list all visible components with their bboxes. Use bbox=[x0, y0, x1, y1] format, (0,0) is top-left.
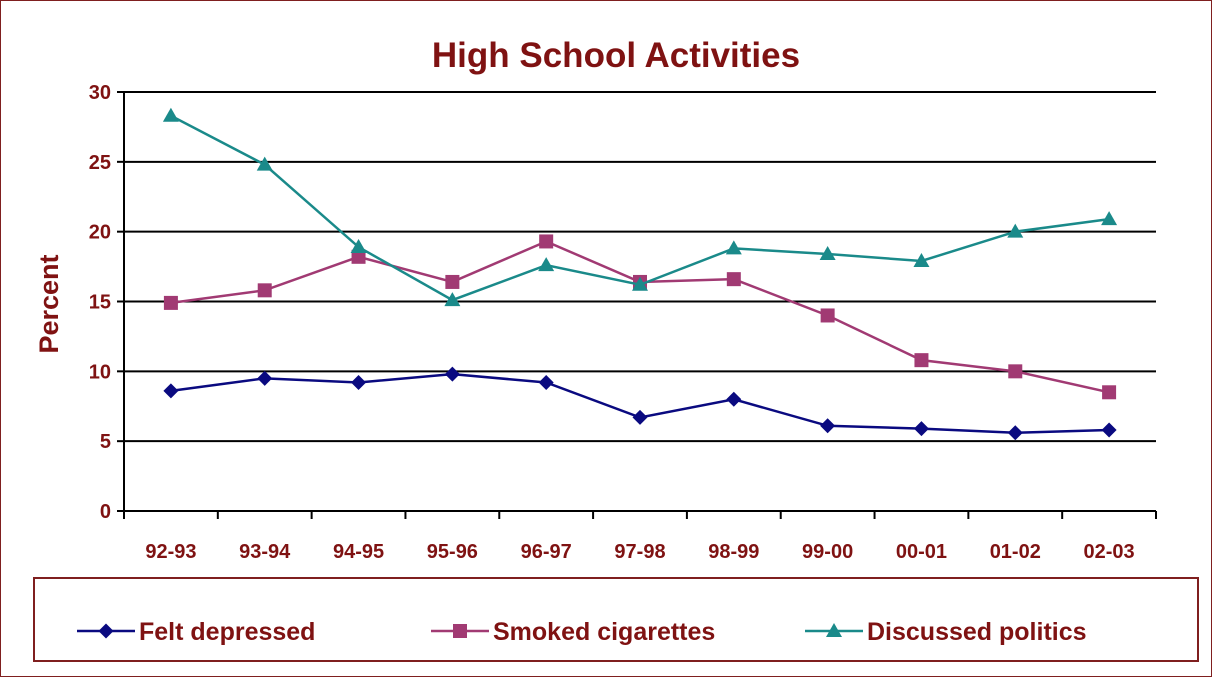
chart-title: High School Activities bbox=[432, 36, 800, 75]
data-point-felt-depressed bbox=[726, 391, 742, 407]
x-tick-labels: 92-93 93-94 94-95 95-96 96-97 97-98 98-99 99-00… bbox=[145, 541, 1134, 563]
y-tick-label: 20 bbox=[89, 222, 111, 244]
gridlines bbox=[124, 91, 1156, 443]
series-line-smoked-cigarettes bbox=[170, 240, 1110, 394]
data-point-discussed-politics bbox=[350, 239, 367, 254]
data-point-felt-depressed bbox=[538, 375, 554, 391]
data-point-felt-depressed bbox=[820, 418, 836, 434]
x-tick-label: 94-95 bbox=[333, 541, 384, 563]
y-tick-label: 30 bbox=[89, 82, 111, 104]
x-tick-label: 92-93 bbox=[145, 541, 196, 563]
data-point-discussed-politics bbox=[913, 252, 930, 267]
data-point-smoked-cigarettes bbox=[257, 283, 272, 298]
x-tick-label: 02-03 bbox=[1084, 541, 1135, 563]
data-point-discussed-politics bbox=[1007, 223, 1024, 238]
data-point-discussed-politics bbox=[538, 257, 555, 272]
legend-item-smoked-cigarettes: Smoked cigarettes bbox=[431, 618, 715, 646]
legend-label: Discussed politics bbox=[867, 618, 1087, 646]
data-point-discussed-politics bbox=[725, 240, 742, 255]
data-point-smoked-cigarettes bbox=[914, 353, 929, 368]
x-tick-label: 00-01 bbox=[896, 541, 947, 563]
legend-label: Smoked cigarettes bbox=[493, 618, 715, 646]
data-point-smoked-cigarettes bbox=[726, 272, 741, 287]
data-point-smoked-cigarettes bbox=[820, 308, 835, 323]
data-point-felt-depressed bbox=[1007, 425, 1023, 441]
series-layer bbox=[162, 107, 1118, 441]
series-discussed-politics bbox=[162, 107, 1118, 307]
y-tick-label: 10 bbox=[89, 361, 111, 383]
legend-item-discussed-politics: Discussed politics bbox=[805, 618, 1087, 646]
y-tick-label: 5 bbox=[100, 431, 111, 453]
x-tick-label: 99-00 bbox=[802, 541, 853, 563]
x-tick-label: 93-94 bbox=[239, 541, 291, 563]
data-point-smoked-cigarettes bbox=[351, 249, 366, 264]
data-point-felt-depressed bbox=[1101, 422, 1117, 438]
data-point-discussed-politics bbox=[819, 246, 836, 261]
data-point-discussed-politics bbox=[444, 292, 461, 307]
data-point-discussed-politics bbox=[162, 107, 179, 122]
x-tick-label: 95-96 bbox=[427, 541, 478, 563]
data-point-smoked-cigarettes bbox=[445, 274, 460, 289]
y-tick-label: 25 bbox=[89, 152, 111, 174]
data-point-discussed-politics bbox=[1101, 211, 1118, 226]
x-tick-label: 96-97 bbox=[521, 541, 572, 563]
x-tick-label: 97-98 bbox=[614, 541, 665, 563]
data-point-smoked-cigarettes bbox=[163, 295, 178, 310]
legend-item-felt-depressed: Felt depressed bbox=[77, 618, 315, 646]
series-felt-depressed bbox=[163, 366, 1117, 441]
legend-marker bbox=[453, 624, 467, 638]
series-smoked-cigarettes bbox=[163, 234, 1117, 400]
data-point-smoked-cigarettes bbox=[539, 234, 554, 249]
data-point-discussed-politics bbox=[256, 156, 273, 171]
data-point-felt-depressed bbox=[444, 366, 460, 382]
legend-label: Felt depressed bbox=[139, 618, 315, 646]
data-point-smoked-cigarettes bbox=[1102, 385, 1117, 400]
data-point-felt-depressed bbox=[351, 375, 367, 391]
x-tick-label: 98-99 bbox=[708, 541, 759, 563]
legend-box bbox=[33, 577, 1199, 662]
x-tick-label: 01-02 bbox=[990, 541, 1041, 563]
data-point-discussed-politics bbox=[632, 276, 648, 291]
data-point-felt-depressed bbox=[163, 383, 179, 399]
data-point-felt-depressed bbox=[632, 409, 648, 425]
y-axis-label: Percent bbox=[34, 254, 64, 353]
y-tick-label: 0 bbox=[100, 501, 111, 523]
axes bbox=[117, 91, 1157, 519]
y-tick-label: 15 bbox=[89, 292, 111, 314]
y-tick-labels: 0 5 10 15 20 25 30 bbox=[89, 82, 111, 523]
data-point-felt-depressed bbox=[913, 421, 929, 437]
legend-marker bbox=[826, 623, 842, 637]
legend-marker bbox=[98, 623, 114, 639]
data-point-smoked-cigarettes bbox=[1008, 364, 1023, 379]
legend: Felt depressed Smoked cigarettes Discussed… bbox=[33, 577, 1199, 662]
data-point-felt-depressed bbox=[257, 370, 273, 386]
